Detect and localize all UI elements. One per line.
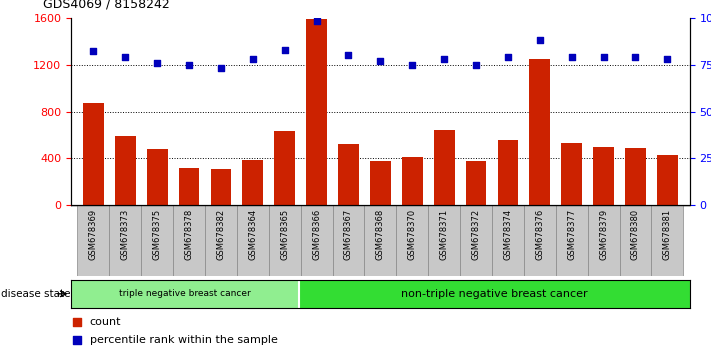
Bar — [492, 205, 524, 276]
Bar — [147, 149, 168, 205]
Bar — [370, 161, 391, 205]
Text: GSM678373: GSM678373 — [121, 209, 130, 260]
Text: GSM678365: GSM678365 — [280, 209, 289, 260]
Point — [247, 56, 259, 62]
Text: non-triple negative breast cancer: non-triple negative breast cancer — [401, 289, 588, 299]
Point — [151, 60, 163, 65]
Point — [566, 54, 577, 60]
Text: GSM678372: GSM678372 — [471, 209, 481, 260]
Point — [279, 47, 290, 52]
Bar — [71, 280, 299, 308]
Bar — [625, 148, 646, 205]
Text: GSM678371: GSM678371 — [439, 209, 449, 260]
Point — [598, 54, 609, 60]
Bar — [593, 147, 614, 205]
Point — [119, 54, 131, 60]
Point — [87, 48, 99, 54]
Point — [311, 19, 322, 24]
Bar — [242, 160, 263, 205]
Point — [343, 52, 354, 58]
Bar — [173, 205, 205, 276]
Point — [72, 319, 83, 325]
Bar — [141, 205, 173, 276]
Bar — [498, 139, 518, 205]
Point — [439, 56, 450, 62]
Bar — [396, 205, 428, 276]
Point — [662, 56, 673, 62]
Point — [375, 58, 386, 64]
Point — [72, 337, 83, 343]
Text: GSM678382: GSM678382 — [216, 209, 225, 260]
Text: GSM678364: GSM678364 — [248, 209, 257, 260]
Bar — [434, 130, 454, 205]
Bar — [115, 136, 136, 205]
Text: triple negative breast cancer: triple negative breast cancer — [119, 289, 251, 298]
Bar — [587, 205, 619, 276]
Bar — [466, 161, 486, 205]
Text: disease state: disease state — [1, 289, 70, 299]
Bar — [524, 205, 556, 276]
Bar — [210, 169, 231, 205]
Bar — [306, 19, 327, 205]
Text: GSM678366: GSM678366 — [312, 209, 321, 260]
Bar — [651, 205, 683, 276]
Text: GSM678377: GSM678377 — [567, 209, 576, 260]
Text: GSM678378: GSM678378 — [185, 209, 193, 260]
Bar — [299, 280, 690, 308]
Point — [502, 54, 513, 60]
Text: GSM678374: GSM678374 — [503, 209, 513, 260]
Bar — [619, 205, 651, 276]
Text: GSM678380: GSM678380 — [631, 209, 640, 260]
Text: count: count — [90, 317, 121, 327]
Bar — [301, 205, 333, 276]
Text: GSM678370: GSM678370 — [408, 209, 417, 260]
Bar — [77, 205, 109, 276]
Bar — [428, 205, 460, 276]
Bar — [109, 205, 141, 276]
Point — [215, 65, 227, 71]
Text: GSM678369: GSM678369 — [89, 209, 98, 260]
Bar — [274, 131, 295, 205]
Bar — [237, 205, 269, 276]
Point — [471, 62, 482, 68]
Point — [407, 62, 418, 68]
Point — [183, 62, 195, 68]
Bar — [178, 168, 200, 205]
Bar — [530, 59, 550, 205]
Text: GSM678368: GSM678368 — [376, 209, 385, 260]
Text: GSM678367: GSM678367 — [344, 209, 353, 260]
Bar — [205, 205, 237, 276]
Bar — [83, 103, 104, 205]
Bar — [402, 157, 422, 205]
Point — [534, 38, 545, 43]
Text: GSM678381: GSM678381 — [663, 209, 672, 260]
Bar — [333, 205, 365, 276]
Bar — [556, 205, 587, 276]
Bar — [269, 205, 301, 276]
Text: GSM678379: GSM678379 — [599, 209, 608, 260]
Bar — [657, 155, 678, 205]
Point — [630, 54, 641, 60]
Text: percentile rank within the sample: percentile rank within the sample — [90, 335, 277, 345]
Text: GSM678375: GSM678375 — [153, 209, 161, 260]
Text: GSM678376: GSM678376 — [535, 209, 545, 260]
Bar — [460, 205, 492, 276]
Text: GDS4069 / 8158242: GDS4069 / 8158242 — [43, 0, 170, 11]
Bar — [561, 143, 582, 205]
Bar — [365, 205, 396, 276]
Bar — [338, 144, 359, 205]
